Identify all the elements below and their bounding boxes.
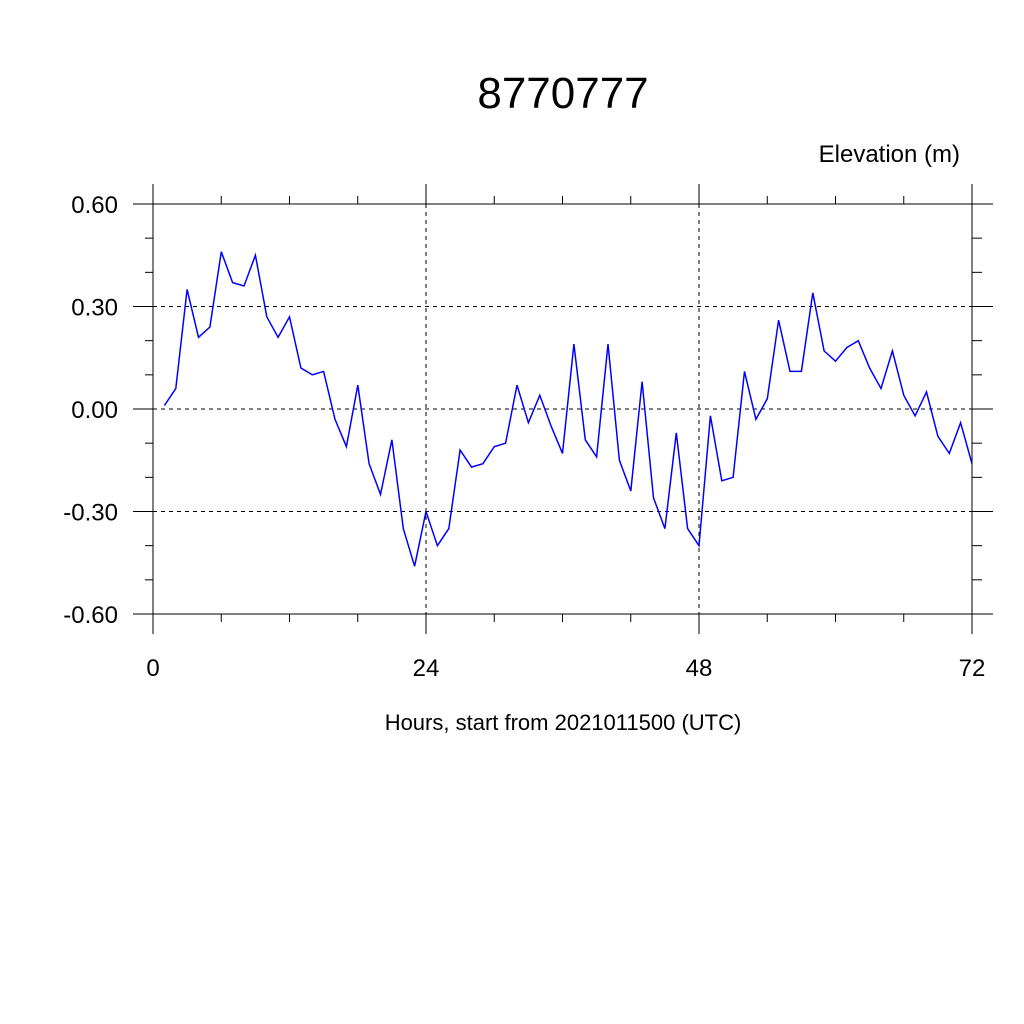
- x-tick-label: 0: [146, 655, 159, 682]
- y-tick-label: 0.30: [71, 295, 118, 322]
- x-tick-label: 72: [959, 655, 986, 682]
- series-layer: [163, 251, 973, 567]
- chart-title: 8770777: [477, 69, 648, 118]
- x-tick-label: 48: [686, 655, 713, 682]
- y-tick-label: 0.60: [71, 192, 118, 219]
- x-tick-labels: 0 24 48 72: [146, 655, 985, 682]
- minor-ticks: [145, 196, 982, 622]
- series-line: [163, 251, 973, 567]
- major-ticks: [133, 184, 993, 634]
- y-tick-label: -0.60: [63, 602, 118, 629]
- unit-label: Elevation (m): [819, 141, 960, 168]
- y-tick-label: 0.00: [71, 397, 118, 424]
- plot-frame: [152, 203, 973, 615]
- y-tick-labels: 0.60 0.30 0.00 -0.30 -0.60: [63, 192, 118, 629]
- grid-lines: [152, 203, 973, 615]
- x-axis-label: Hours, start from 2021011500 (UTC): [385, 710, 742, 735]
- x-tick-label: 24: [413, 655, 440, 682]
- y-tick-label: -0.30: [63, 500, 118, 527]
